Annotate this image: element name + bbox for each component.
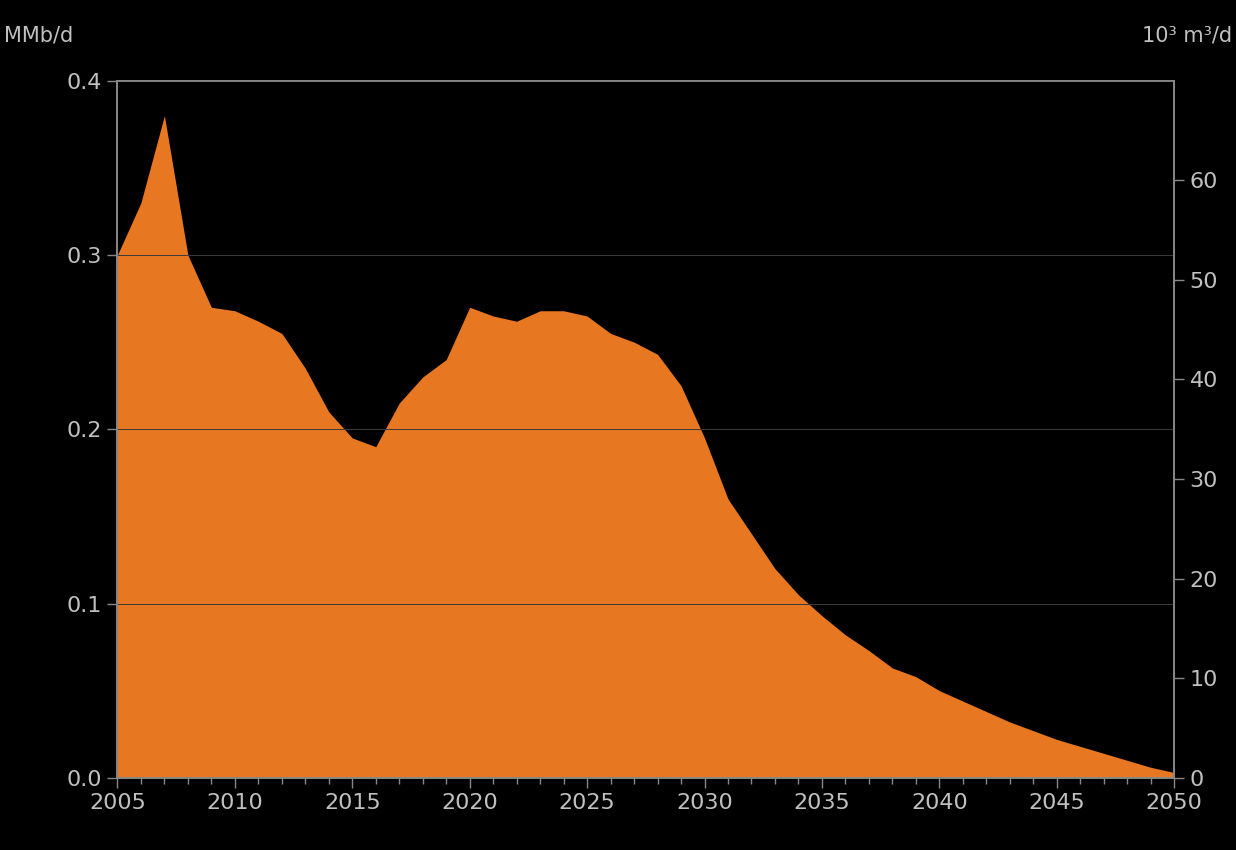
Text: MMb/d: MMb/d [4, 26, 73, 46]
Text: 10³ m³/d: 10³ m³/d [1142, 26, 1232, 46]
